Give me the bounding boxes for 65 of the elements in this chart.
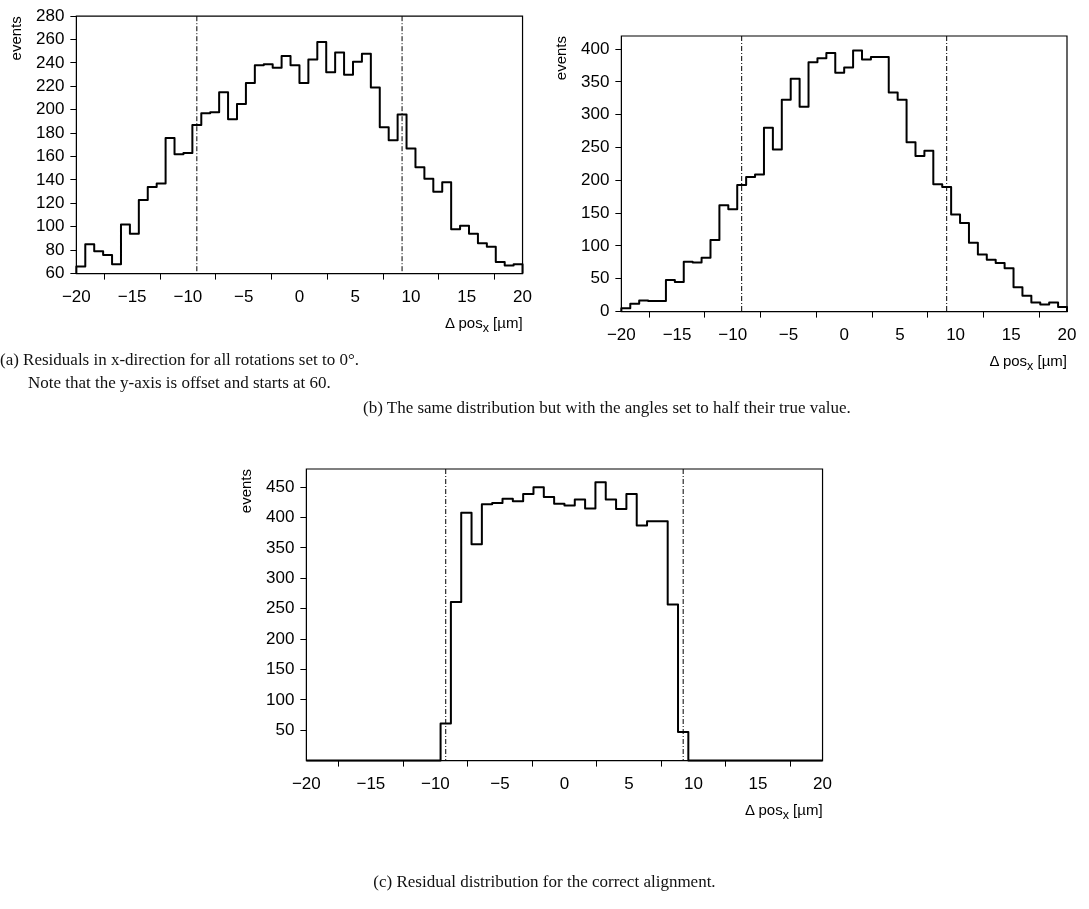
y-tick-label: 250: [265, 598, 295, 618]
x-axis-title: Δ pos$_{x}$ [µm]: [745, 801, 823, 822]
x-tick-label: −10: [173, 287, 203, 307]
y-tick-label: 260: [35, 29, 65, 49]
y-tick-label: 220: [35, 76, 65, 96]
x-tick-label: −10: [420, 774, 450, 794]
text: (a) Residuals in x-direction for all rotations set to 0°. Note that the y-axis is offset and starts at 60.: [0, 349, 360, 394]
x-tick-label: 0: [839, 325, 849, 345]
x-axis-title: Δ pos$_{x}$ [µm]: [989, 352, 1067, 373]
y-tick-label: 50: [275, 719, 295, 739]
text: (b) The same distribution but with the angles set to half their true value.: [363, 397, 852, 419]
x-tick-label: −15: [117, 287, 147, 307]
y-axis-title: events: [7, 16, 25, 61]
y-tick-label: 250: [580, 137, 610, 157]
x-axis-title: Δ pos$_{x}$ [µm]: [445, 314, 523, 335]
x-tick-label: 20: [813, 774, 833, 794]
y-tick-label: 200: [265, 628, 295, 648]
y-tick-label: 100: [35, 216, 65, 236]
y-tick-label: 350: [580, 71, 610, 91]
x-tick-label: 20: [513, 287, 533, 307]
x-tick-label: 20: [1057, 325, 1077, 345]
y-tick-label: 140: [35, 169, 65, 189]
y-tick-label: 80: [45, 239, 65, 259]
x-tick-label: −20: [61, 287, 91, 307]
x-tick-label: −20: [606, 325, 636, 345]
y-tick-label: 50: [590, 268, 610, 288]
x-tick-label: −5: [233, 287, 254, 307]
x-tick-label: −5: [778, 325, 799, 345]
y-tick-label: 100: [265, 689, 295, 709]
y-tick-label: 400: [265, 507, 295, 527]
y-tick-label: 450: [265, 476, 295, 496]
x-tick-label: 5: [350, 287, 360, 307]
x-tick-label: −10: [718, 325, 748, 345]
x-tick-label: −15: [662, 325, 692, 345]
y-tick-label: 160: [35, 146, 65, 166]
y-tick-label: 150: [580, 202, 610, 222]
y-axis-title: events: [552, 36, 570, 81]
text: (c) Residual distribution for the correct alignment.: [372, 871, 717, 893]
y-axis-title: events: [237, 469, 255, 514]
x-tick-label: 10: [401, 287, 421, 307]
x-tick-label: 15: [1001, 325, 1021, 345]
y-tick-label: 300: [580, 104, 610, 124]
y-tick-label: 60: [45, 263, 65, 283]
x-tick-label: 5: [624, 774, 634, 794]
x-tick-label: 15: [748, 774, 768, 794]
x-tick-label: −20: [291, 774, 321, 794]
x-tick-label: −5: [490, 774, 510, 794]
y-tick-label: 240: [35, 52, 65, 72]
y-tick-label: 200: [580, 170, 610, 190]
x-tick-label: 10: [684, 774, 703, 794]
y-tick-label: 120: [35, 193, 65, 213]
x-tick-label: 15: [457, 287, 477, 307]
y-tick-label: 400: [580, 38, 610, 58]
y-tick-label: 180: [35, 122, 65, 142]
y-tick-label: 0: [599, 301, 610, 321]
y-tick-label: 150: [265, 659, 295, 679]
x-tick-label: −15: [356, 774, 386, 794]
x-tick-label: 10: [946, 325, 966, 345]
y-tick-label: 100: [580, 235, 610, 255]
y-tick-label: 350: [265, 537, 295, 557]
y-tick-label: 300: [265, 568, 295, 588]
y-tick-label: 280: [35, 5, 65, 25]
x-tick-label: 0: [559, 774, 570, 794]
y-tick-label: 200: [35, 99, 65, 119]
x-tick-label: 5: [895, 325, 905, 345]
